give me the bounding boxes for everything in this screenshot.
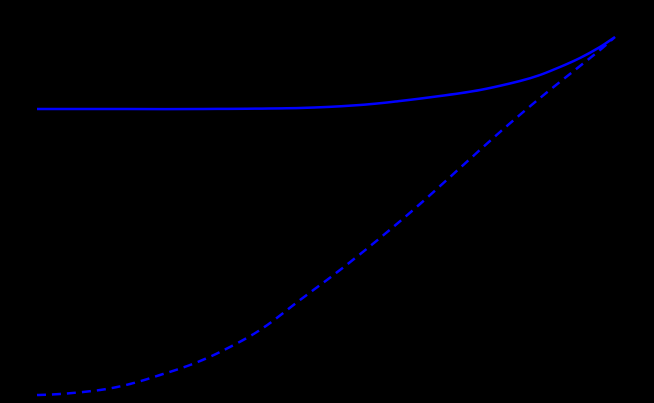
series-layer [36, 35, 616, 397]
series-line-solid [37, 35, 616, 111]
series-line-dashed [36, 36, 616, 397]
